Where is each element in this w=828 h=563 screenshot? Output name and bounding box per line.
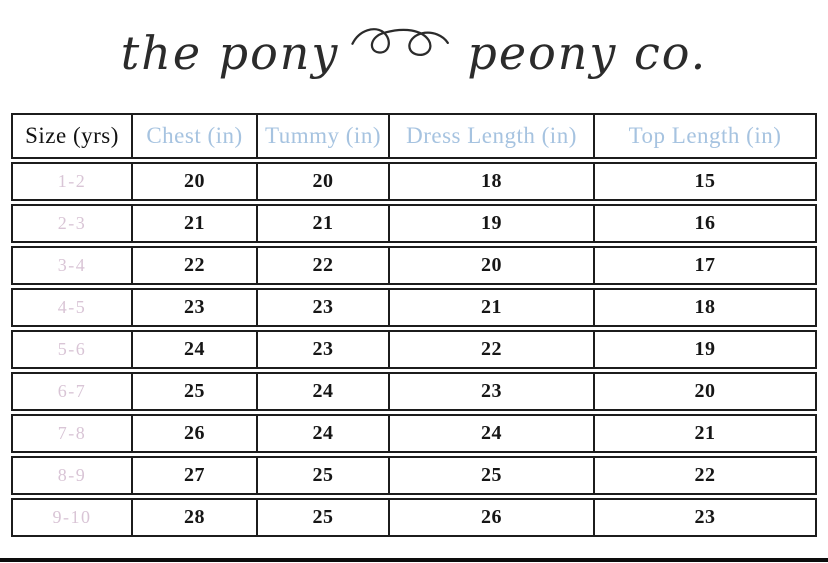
brand-logo: the pony peony co. xyxy=(0,0,828,102)
top-length-cell: 21 xyxy=(595,414,817,453)
dress-length-cell: 25 xyxy=(390,456,595,495)
column-header-chest: Chest (in) xyxy=(133,113,258,159)
tummy-cell: 24 xyxy=(258,372,390,411)
top-length-cell: 22 xyxy=(595,456,817,495)
dress-length-cell: 18 xyxy=(390,162,595,201)
size-cell: 2-3 xyxy=(11,204,133,243)
top-length-cell: 19 xyxy=(595,330,817,369)
chest-cell: 24 xyxy=(133,330,258,369)
top-length-cell: 18 xyxy=(595,288,817,327)
dress-length-cell: 23 xyxy=(390,372,595,411)
chest-cell: 28 xyxy=(133,498,258,537)
logo-text-left: the pony xyxy=(120,26,340,80)
ampersand-flourish-icon xyxy=(351,28,450,57)
size-cell: 5-6 xyxy=(11,330,133,369)
tummy-cell: 20 xyxy=(258,162,390,201)
table-row: 9-10 28 25 26 23 xyxy=(11,498,817,537)
dress-length-cell: 19 xyxy=(390,204,595,243)
chest-cell: 23 xyxy=(133,288,258,327)
size-chart-table: Size (yrs) Chest (in) Tummy (in) Dress L… xyxy=(11,110,817,540)
tummy-cell: 21 xyxy=(258,204,390,243)
size-cell: 6-7 xyxy=(11,372,133,411)
table-row: 6-7 25 24 23 20 xyxy=(11,372,817,411)
column-header-top-length: Top Length (in) xyxy=(595,113,817,159)
table-row: 1-2 20 20 18 15 xyxy=(11,162,817,201)
column-header-size: Size (yrs) xyxy=(11,113,133,159)
tummy-cell: 24 xyxy=(258,414,390,453)
size-cell: 8-9 xyxy=(11,456,133,495)
dress-length-cell: 24 xyxy=(390,414,595,453)
tummy-cell: 25 xyxy=(258,498,390,537)
dress-length-cell: 22 xyxy=(390,330,595,369)
table-row: 8-9 27 25 25 22 xyxy=(11,456,817,495)
size-cell: 9-10 xyxy=(11,498,133,537)
top-length-cell: 23 xyxy=(595,498,817,537)
column-header-tummy: Tummy (in) xyxy=(258,113,390,159)
chest-cell: 26 xyxy=(133,414,258,453)
top-length-cell: 15 xyxy=(595,162,817,201)
dress-length-cell: 21 xyxy=(390,288,595,327)
table-row: 2-3 21 21 19 16 xyxy=(11,204,817,243)
tummy-cell: 22 xyxy=(258,246,390,285)
tummy-cell: 23 xyxy=(258,288,390,327)
chest-cell: 27 xyxy=(133,456,258,495)
tummy-cell: 23 xyxy=(258,330,390,369)
top-length-cell: 16 xyxy=(595,204,817,243)
chest-cell: 25 xyxy=(133,372,258,411)
size-cell: 1-2 xyxy=(11,162,133,201)
table-row: 7-8 26 24 24 21 xyxy=(11,414,817,453)
chest-cell: 22 xyxy=(133,246,258,285)
logo-text-right: peony co. xyxy=(467,26,708,80)
size-cell: 4-5 xyxy=(11,288,133,327)
dress-length-cell: 26 xyxy=(390,498,595,537)
table-row: 4-5 23 23 21 18 xyxy=(11,288,817,327)
column-header-dress-length: Dress Length (in) xyxy=(390,113,595,159)
size-cell: 7-8 xyxy=(11,414,133,453)
header-row: Size (yrs) Chest (in) Tummy (in) Dress L… xyxy=(11,113,817,159)
bottom-divider xyxy=(0,558,828,562)
table-row: 5-6 24 23 22 19 xyxy=(11,330,817,369)
top-length-cell: 20 xyxy=(595,372,817,411)
tummy-cell: 25 xyxy=(258,456,390,495)
chest-cell: 21 xyxy=(133,204,258,243)
dress-length-cell: 20 xyxy=(390,246,595,285)
size-cell: 3-4 xyxy=(11,246,133,285)
table-row: 3-4 22 22 20 17 xyxy=(11,246,817,285)
chest-cell: 20 xyxy=(133,162,258,201)
top-length-cell: 17 xyxy=(595,246,817,285)
